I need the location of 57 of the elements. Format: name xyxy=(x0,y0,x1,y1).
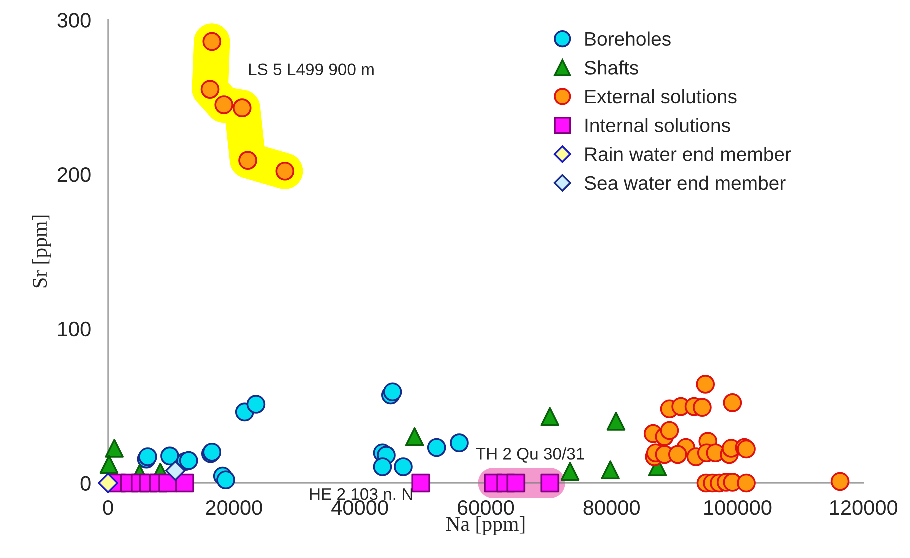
y-tick-label: 200 xyxy=(58,167,91,182)
legend-label: External solutions xyxy=(586,89,737,104)
legend-label: Shafts xyxy=(584,60,638,75)
annotation: LS 5 L499 900 m xyxy=(249,64,374,76)
point xyxy=(693,398,712,417)
point xyxy=(216,470,236,490)
y-tick-label: 100 xyxy=(58,322,91,337)
point xyxy=(246,395,266,414)
legend-label: Rain water end member xyxy=(586,147,792,162)
point xyxy=(165,460,186,482)
point xyxy=(668,445,688,464)
x-tick-label: 60000 xyxy=(458,500,514,516)
x-tick-label: 40000 xyxy=(332,500,388,516)
legend-label: Internal solutions xyxy=(586,118,730,132)
point xyxy=(412,474,431,493)
x-tick-label: 80000 xyxy=(584,500,640,516)
point xyxy=(176,474,194,493)
point xyxy=(601,460,620,480)
point xyxy=(696,375,716,394)
point xyxy=(540,407,560,426)
text: HE 2 103 n. N xyxy=(310,488,412,500)
point xyxy=(427,438,446,458)
point xyxy=(179,451,198,470)
point xyxy=(830,472,850,492)
x-axis-title: Na [ppm] xyxy=(446,516,525,536)
point xyxy=(200,80,220,99)
point xyxy=(560,462,580,482)
x-tick-label: 20000 xyxy=(206,500,262,516)
point xyxy=(737,474,756,493)
point xyxy=(660,421,680,440)
point xyxy=(105,439,124,458)
x-tick-label: 100000 xyxy=(704,500,772,516)
point xyxy=(723,394,742,412)
legend-label: Sea water end member xyxy=(584,176,786,190)
point xyxy=(405,428,424,446)
point xyxy=(232,98,252,118)
point xyxy=(540,474,560,493)
point xyxy=(394,458,413,476)
point xyxy=(160,446,180,466)
point xyxy=(383,382,402,402)
point xyxy=(238,151,258,170)
annotation: TH 2 Qu 30/31 xyxy=(476,448,584,463)
y-axis-title: Sr [ppm] xyxy=(32,216,52,288)
x-tick-label: 0 xyxy=(103,500,114,516)
y-tick-label: 0 xyxy=(80,476,91,491)
legend-label: Boreholes xyxy=(586,32,671,46)
point xyxy=(450,434,469,452)
point xyxy=(100,455,119,474)
x-tick-label: 120000 xyxy=(830,500,898,516)
point xyxy=(214,96,234,114)
point xyxy=(373,458,392,476)
point xyxy=(98,473,119,494)
point xyxy=(506,474,526,493)
point xyxy=(202,32,222,52)
point xyxy=(276,162,295,181)
y-tick-label: 300 xyxy=(58,13,91,28)
point xyxy=(606,412,626,431)
